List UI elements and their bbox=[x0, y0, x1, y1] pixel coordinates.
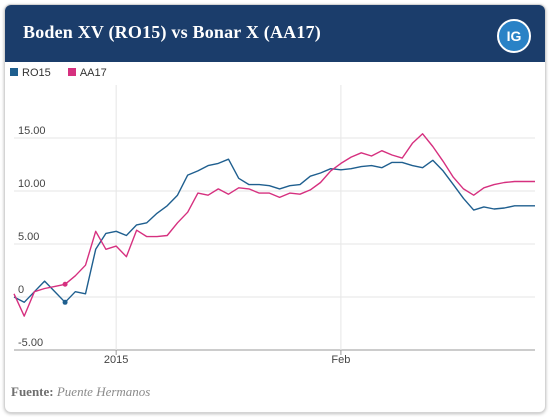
legend-item-aa17[interactable]: AA17 bbox=[67, 67, 107, 79]
chart-title: Boden XV (RO15) vs Bonar X (AA17) bbox=[23, 22, 321, 42]
y-tick-label: -5.00 bbox=[18, 337, 43, 349]
series-line-aa17 bbox=[13, 133, 535, 317]
data-point-marker-ro15 bbox=[62, 299, 68, 305]
y-tick-label: 0 bbox=[18, 284, 24, 296]
legend: RO15 AA17 bbox=[10, 67, 121, 79]
y-tick-label: 5.00 bbox=[18, 231, 39, 243]
header-bar: Boden XV (RO15) vs Bonar X (AA17) IG bbox=[5, 5, 545, 62]
source-label: Fuente: bbox=[11, 384, 54, 399]
legend-label-ro15: RO15 bbox=[22, 67, 51, 79]
chart-card: Boden XV (RO15) vs Bonar X (AA17) IG bbox=[4, 4, 546, 413]
y-tick-label: 15.00 bbox=[18, 125, 46, 137]
ig-logo: IG bbox=[497, 19, 531, 53]
source-note: Fuente: Puente Hermanos bbox=[11, 384, 150, 400]
data-point-marker-aa17 bbox=[62, 281, 68, 287]
legend-label-aa17: AA17 bbox=[79, 67, 107, 79]
x-tick-label: Feb bbox=[331, 354, 350, 366]
legend-swatch-aa17 bbox=[67, 68, 76, 76]
source-value: Puente Hermanos bbox=[56, 384, 151, 399]
legend-item-ro15[interactable]: RO15 bbox=[10, 67, 51, 79]
y-tick-label: 10.00 bbox=[18, 178, 46, 190]
x-tick-label: 2015 bbox=[104, 354, 128, 366]
legend-swatch-ro15 bbox=[10, 68, 18, 76]
